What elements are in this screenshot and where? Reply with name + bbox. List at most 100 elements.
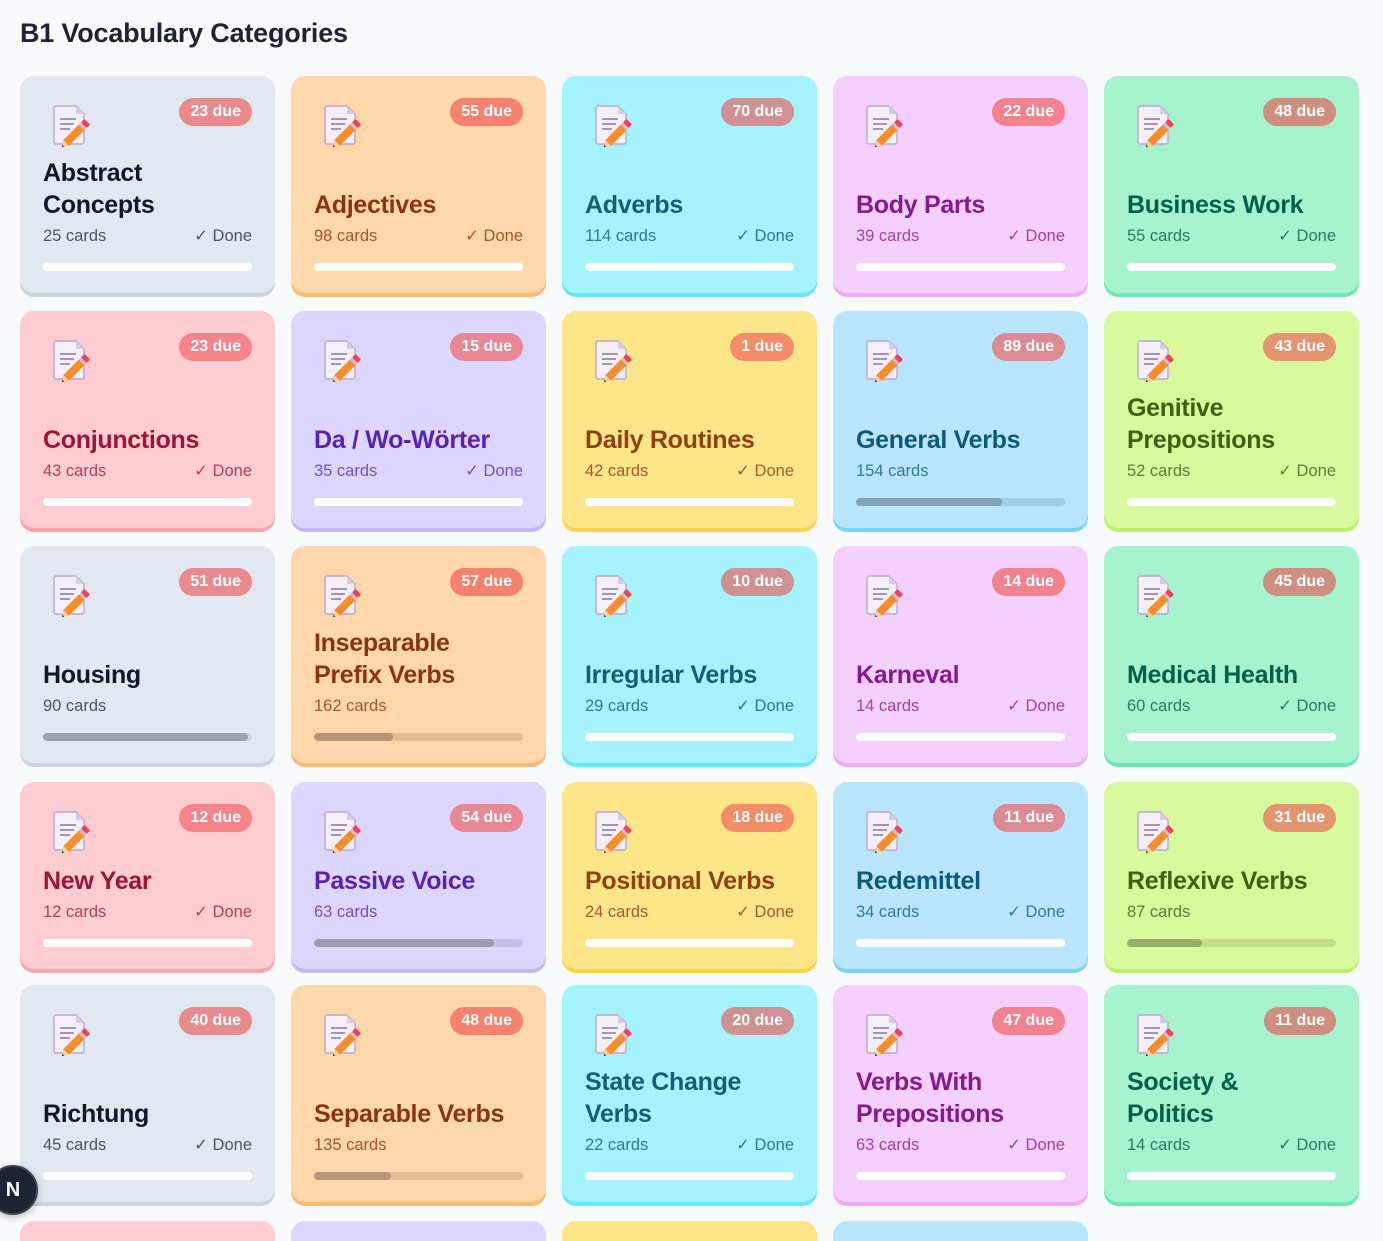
- category-name: Society & Politics: [1127, 1068, 1239, 1128]
- card-meta: 63 cards ✓ Done: [856, 1133, 1065, 1157]
- done-status: ✓ Done: [1007, 903, 1065, 921]
- memo-pencil-icon: [865, 1012, 909, 1057]
- due-count-badge: 14 due: [992, 568, 1065, 596]
- card-footer: Richtung 45 cards ✓ Done: [43, 1098, 252, 1180]
- category-card-adjectives[interactable]: 55 due Adjectives 98 cards ✓ Done: [291, 76, 546, 293]
- progress-fill: [314, 498, 523, 506]
- card-count: 162 cards: [314, 697, 387, 715]
- category-card-da-wo-w-rter[interactable]: 15 due Da / Wo-Wörter 35 cards ✓ Done: [291, 311, 546, 528]
- progress-bar: [1127, 263, 1336, 271]
- category-card-adverbs[interactable]: 70 due Adverbs 114 cards ✓ Done: [562, 76, 817, 293]
- category-card-reflexive-verbs[interactable]: 31 due Reflexive Verbs 87 cards: [1104, 782, 1359, 969]
- category-name: Irregular Verbs: [585, 661, 757, 689]
- category-name: Da / Wo-Wörter: [314, 426, 490, 454]
- progress-fill: [856, 1172, 1065, 1180]
- done-status: ✓ Done: [736, 1136, 794, 1154]
- card-meta: 22 cards ✓ Done: [585, 1133, 794, 1157]
- category-card-new-year[interactable]: 12 due New Year 12 cards ✓ Done: [20, 782, 275, 969]
- due-count-badge: 22 due: [992, 98, 1065, 126]
- due-count-badge: 51 due: [179, 568, 252, 596]
- category-card-partial-26[interactable]: [291, 1221, 546, 1241]
- done-status: ✓ Done: [736, 462, 794, 480]
- memo-pencil-icon: [865, 809, 909, 854]
- card-count: 39 cards: [856, 227, 920, 245]
- card-footer: General Verbs 154 cards: [856, 424, 1065, 506]
- category-name: Abstract Concepts: [43, 159, 155, 219]
- progress-fill: [1127, 1172, 1336, 1180]
- due-count-badge: 10 due: [721, 568, 794, 596]
- category-card-daily-routines[interactable]: 1 due Daily Routines 42 cards ✓ Done: [562, 311, 817, 528]
- card-count: 55 cards: [1127, 227, 1191, 245]
- due-count-badge: 43 due: [1263, 333, 1336, 361]
- category-name: Reflexive Verbs: [1127, 867, 1308, 895]
- category-card-conjunctions[interactable]: 23 due Conjunctions 43 cards ✓ Done: [20, 311, 275, 528]
- due-count-badge: 31 due: [1263, 804, 1336, 832]
- card-meta: 154 cards: [856, 459, 1065, 483]
- card-footer: Adverbs 114 cards ✓ Done: [585, 189, 794, 271]
- category-card-karneval[interactable]: 14 due Karneval 14 cards ✓ Done: [833, 546, 1088, 763]
- memo-pencil-icon: [865, 338, 909, 383]
- due-count-badge: 70 due: [721, 98, 794, 126]
- card-count: 52 cards: [1127, 462, 1191, 480]
- done-status: ✓ Done: [1007, 227, 1065, 245]
- card-footer: Genitive Prepositions 52 cards ✓ Done: [1127, 392, 1336, 506]
- progress-fill: [43, 263, 252, 271]
- category-card-redemittel[interactable]: 11 due Redemittel 34 cards ✓ Done: [833, 782, 1088, 969]
- category-name: Adverbs: [585, 191, 683, 219]
- category-card-partial-27[interactable]: [562, 1221, 817, 1241]
- category-card-verbs-with-prepositions[interactable]: 47 due Verbs With Prepositions 63 cards ✓…: [833, 985, 1088, 1202]
- due-count-badge: 54 due: [450, 804, 523, 832]
- card-count: 43 cards: [43, 462, 107, 480]
- due-count-badge: 89 due: [992, 333, 1065, 361]
- category-card-society-politics[interactable]: 11 due Society & Politics 14 cards ✓ Done: [1104, 985, 1359, 1202]
- progress-fill: [585, 1172, 794, 1180]
- category-card-partial-25[interactable]: [20, 1221, 275, 1241]
- due-count-badge: 1 due: [730, 333, 794, 361]
- category-card-separable-verbs[interactable]: 48 due Separable Verbs 135 cards: [291, 985, 546, 1202]
- category-card-positional-verbs[interactable]: 18 due Positional Verbs 24 cards ✓ Done: [562, 782, 817, 969]
- card-footer: Abstract Concepts 25 cards ✓ Done: [43, 157, 252, 271]
- card-footer: Society & Politics 14 cards ✓ Done: [1127, 1066, 1336, 1180]
- card-meta: 114 cards ✓ Done: [585, 224, 794, 248]
- card-count: 42 cards: [585, 462, 649, 480]
- category-card-partial-28[interactable]: [833, 1221, 1088, 1241]
- done-status: ✓ Done: [1007, 1136, 1065, 1154]
- card-meta: 90 cards: [43, 694, 252, 718]
- category-card-passive-voice[interactable]: 54 due Passive Voice 63 cards: [291, 782, 546, 969]
- category-card-general-verbs[interactable]: 89 due General Verbs 154 cards: [833, 311, 1088, 528]
- category-card-inseparable-prefix-verbs[interactable]: 57 due Inseparable Prefix Verbs 162 cards: [291, 546, 546, 763]
- card-footer: Verbs With Prepositions 63 cards ✓ Done: [856, 1066, 1065, 1180]
- card-footer: Adjectives 98 cards ✓ Done: [314, 189, 523, 271]
- category-card-business-work[interactable]: 48 due Business Work 55 cards ✓ Done: [1104, 76, 1359, 293]
- progress-bar: [314, 1172, 523, 1180]
- category-card-medical-health[interactable]: 45 due Medical Health 60 cards ✓ Done: [1104, 546, 1359, 763]
- card-count: 114 cards: [585, 227, 657, 245]
- category-card-richtung[interactable]: 40 due Richtung 45 cards ✓ Done: [20, 985, 275, 1202]
- category-name: Medical Health: [1127, 661, 1298, 689]
- category-card-abstract-concepts[interactable]: 23 due Abstract Concepts 25 cards ✓ Done: [20, 76, 275, 293]
- category-card-irregular-verbs[interactable]: 10 due Irregular Verbs 29 cards ✓ Done: [562, 546, 817, 763]
- memo-pencil-icon: [594, 573, 638, 618]
- category-name: Verbs With Prepositions: [856, 1068, 1004, 1128]
- done-status: ✓ Done: [736, 903, 794, 921]
- card-count: 34 cards: [856, 903, 920, 921]
- memo-pencil-icon: [52, 809, 96, 854]
- category-name: Conjunctions: [43, 426, 200, 454]
- due-count-badge: 12 due: [179, 804, 252, 832]
- progress-fill: [856, 263, 1065, 271]
- card-footer: Passive Voice 63 cards: [314, 865, 523, 947]
- card-meta: 14 cards ✓ Done: [1127, 1133, 1336, 1157]
- category-card-state-change-verbs[interactable]: 20 due State Change Verbs 22 cards ✓ Done: [562, 985, 817, 1202]
- memo-pencil-icon: [323, 1012, 367, 1057]
- memo-pencil-icon: [323, 103, 367, 148]
- category-card-genitive-prepositions[interactable]: 43 due Genitive Prepositions 52 cards ✓ D…: [1104, 311, 1359, 528]
- progress-fill: [43, 1172, 252, 1180]
- due-count-badge: 47 due: [992, 1007, 1065, 1035]
- category-card-housing[interactable]: 51 due Housing 90 cards: [20, 546, 275, 763]
- memo-pencil-icon: [323, 338, 367, 383]
- memo-pencil-icon: [52, 1012, 96, 1057]
- progress-bar: [585, 1172, 794, 1180]
- category-card-body-parts[interactable]: 22 due Body Parts 39 cards ✓ Done: [833, 76, 1088, 293]
- progress-fill: [856, 939, 1065, 947]
- category-name: Passive Voice: [314, 867, 476, 895]
